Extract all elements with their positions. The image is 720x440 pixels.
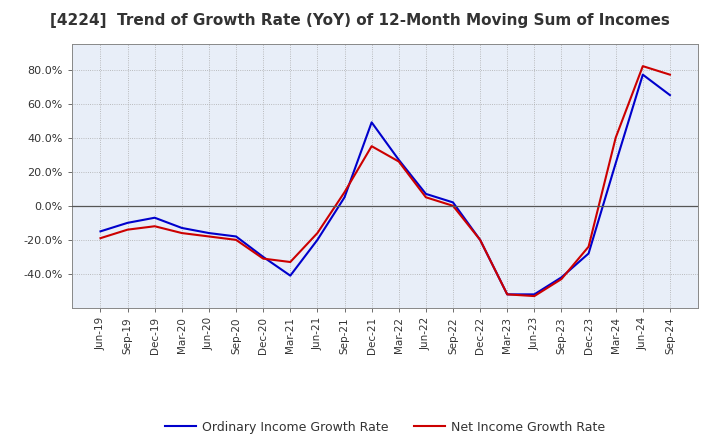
Net Income Growth Rate <box>584 244 593 249</box>
Net Income Growth Rate <box>611 135 620 140</box>
Net Income Growth Rate <box>286 259 294 264</box>
Line: Net Income Growth Rate: Net Income Growth Rate <box>101 66 670 296</box>
Net Income Growth Rate <box>232 237 240 242</box>
Net Income Growth Rate <box>557 276 566 282</box>
Net Income Growth Rate <box>395 159 403 164</box>
Ordinary Income Growth Rate <box>395 157 403 162</box>
Ordinary Income Growth Rate <box>123 220 132 225</box>
Net Income Growth Rate <box>313 231 322 236</box>
Net Income Growth Rate <box>150 224 159 229</box>
Net Income Growth Rate <box>503 292 511 297</box>
Text: [4224]  Trend of Growth Rate (YoY) of 12-Month Moving Sum of Incomes: [4224] Trend of Growth Rate (YoY) of 12-… <box>50 13 670 28</box>
Ordinary Income Growth Rate <box>204 231 213 236</box>
Net Income Growth Rate <box>421 194 430 200</box>
Net Income Growth Rate <box>449 203 457 209</box>
Net Income Growth Rate <box>178 231 186 236</box>
Net Income Growth Rate <box>204 234 213 239</box>
Ordinary Income Growth Rate <box>150 215 159 220</box>
Ordinary Income Growth Rate <box>259 254 268 260</box>
Net Income Growth Rate <box>639 63 647 69</box>
Ordinary Income Growth Rate <box>530 292 539 297</box>
Ordinary Income Growth Rate <box>476 237 485 242</box>
Net Income Growth Rate <box>341 190 349 195</box>
Ordinary Income Growth Rate <box>232 234 240 239</box>
Net Income Growth Rate <box>367 143 376 149</box>
Ordinary Income Growth Rate <box>449 200 457 205</box>
Net Income Growth Rate <box>665 72 674 77</box>
Line: Ordinary Income Growth Rate: Ordinary Income Growth Rate <box>101 75 670 294</box>
Ordinary Income Growth Rate <box>584 251 593 256</box>
Ordinary Income Growth Rate <box>178 225 186 231</box>
Net Income Growth Rate <box>530 293 539 299</box>
Legend: Ordinary Income Growth Rate, Net Income Growth Rate: Ordinary Income Growth Rate, Net Income … <box>160 416 611 439</box>
Ordinary Income Growth Rate <box>611 161 620 166</box>
Ordinary Income Growth Rate <box>639 72 647 77</box>
Ordinary Income Growth Rate <box>557 275 566 280</box>
Ordinary Income Growth Rate <box>367 120 376 125</box>
Ordinary Income Growth Rate <box>421 191 430 197</box>
Ordinary Income Growth Rate <box>665 92 674 98</box>
Net Income Growth Rate <box>96 235 105 241</box>
Ordinary Income Growth Rate <box>313 237 322 242</box>
Ordinary Income Growth Rate <box>503 292 511 297</box>
Net Income Growth Rate <box>123 227 132 232</box>
Net Income Growth Rate <box>259 256 268 261</box>
Net Income Growth Rate <box>476 237 485 242</box>
Ordinary Income Growth Rate <box>96 229 105 234</box>
Ordinary Income Growth Rate <box>286 273 294 278</box>
Ordinary Income Growth Rate <box>341 194 349 200</box>
